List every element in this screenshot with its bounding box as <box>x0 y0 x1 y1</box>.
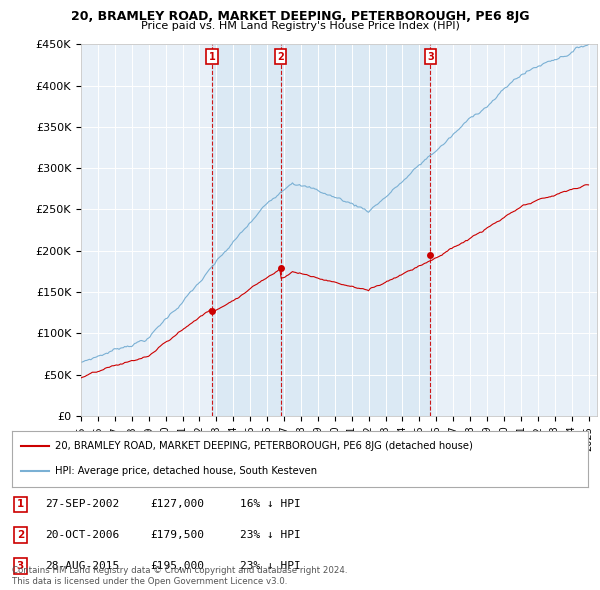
Text: 3: 3 <box>427 52 434 61</box>
Text: 1: 1 <box>209 52 215 61</box>
Text: 20, BRAMLEY ROAD, MARKET DEEPING, PETERBOROUGH, PE6 8JG: 20, BRAMLEY ROAD, MARKET DEEPING, PETERB… <box>71 10 529 23</box>
Text: 1: 1 <box>17 500 24 509</box>
Text: Contains HM Land Registry data © Crown copyright and database right 2024.
This d: Contains HM Land Registry data © Crown c… <box>12 566 347 586</box>
Text: 3: 3 <box>17 561 24 571</box>
Text: HPI: Average price, detached house, South Kesteven: HPI: Average price, detached house, Sout… <box>55 466 317 476</box>
Text: 27-SEP-2002: 27-SEP-2002 <box>45 500 119 509</box>
Bar <box>212 44 281 416</box>
Text: 23% ↓ HPI: 23% ↓ HPI <box>240 561 301 571</box>
Bar <box>281 44 430 416</box>
Text: Price paid vs. HM Land Registry's House Price Index (HPI): Price paid vs. HM Land Registry's House … <box>140 21 460 31</box>
Text: £179,500: £179,500 <box>150 530 204 540</box>
Text: 20-OCT-2006: 20-OCT-2006 <box>45 530 119 540</box>
Text: 20, BRAMLEY ROAD, MARKET DEEPING, PETERBOROUGH, PE6 8JG (detached house): 20, BRAMLEY ROAD, MARKET DEEPING, PETERB… <box>55 441 473 451</box>
Text: 28-AUG-2015: 28-AUG-2015 <box>45 561 119 571</box>
Text: £127,000: £127,000 <box>150 500 204 509</box>
Text: 2: 2 <box>17 530 24 540</box>
Text: 16% ↓ HPI: 16% ↓ HPI <box>240 500 301 509</box>
Text: £195,000: £195,000 <box>150 561 204 571</box>
Text: 23% ↓ HPI: 23% ↓ HPI <box>240 530 301 540</box>
Text: 2: 2 <box>277 52 284 61</box>
